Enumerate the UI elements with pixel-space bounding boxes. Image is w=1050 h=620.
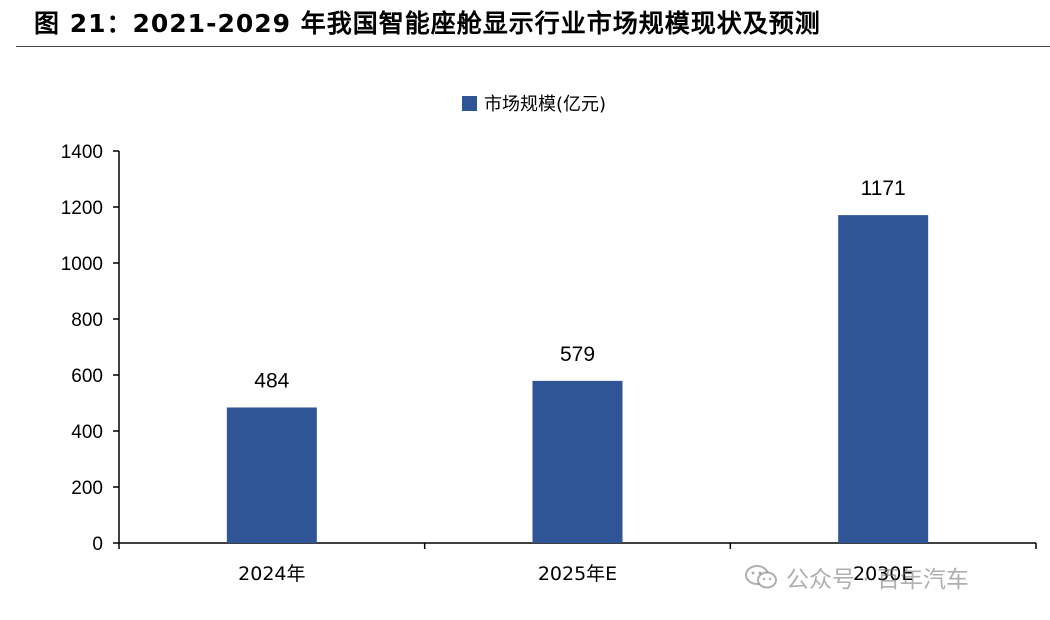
- legend-label: 市场规模(亿元): [484, 94, 607, 115]
- y-tick-label: 400: [71, 422, 103, 443]
- legend-swatch: [462, 95, 477, 111]
- x-category-label: 2025年E: [538, 563, 617, 585]
- y-tick-label: 200: [71, 478, 103, 499]
- watermark: 公众号 · 百年汽车: [744, 560, 969, 594]
- bar: [532, 380, 623, 543]
- watermark-text: 公众号 · 百年汽车: [786, 567, 969, 593]
- title-underline: [16, 46, 1050, 47]
- wechat-icon: [745, 565, 777, 589]
- data-label: 579: [560, 343, 595, 366]
- y-tick-label: 0: [92, 534, 103, 555]
- bar: [838, 215, 929, 543]
- x-category-label: 2024年: [238, 563, 305, 585]
- data-label: 484: [254, 369, 289, 392]
- data-label: 1171: [861, 177, 906, 200]
- y-tick-label: 1400: [61, 142, 103, 163]
- y-tick-label: 1000: [61, 254, 103, 275]
- bar: [226, 407, 317, 543]
- y-tick-label: 800: [71, 310, 103, 331]
- y-tick-label: 1200: [61, 198, 103, 219]
- figure-title: 图 21：2021-2029 年我国智能座舱显示行业市场规模现状及预测: [34, 9, 821, 38]
- x-category-label: 2030E: [853, 563, 913, 585]
- chart-legend: 市场规模(亿元): [462, 90, 606, 116]
- y-tick-label: 600: [71, 366, 103, 387]
